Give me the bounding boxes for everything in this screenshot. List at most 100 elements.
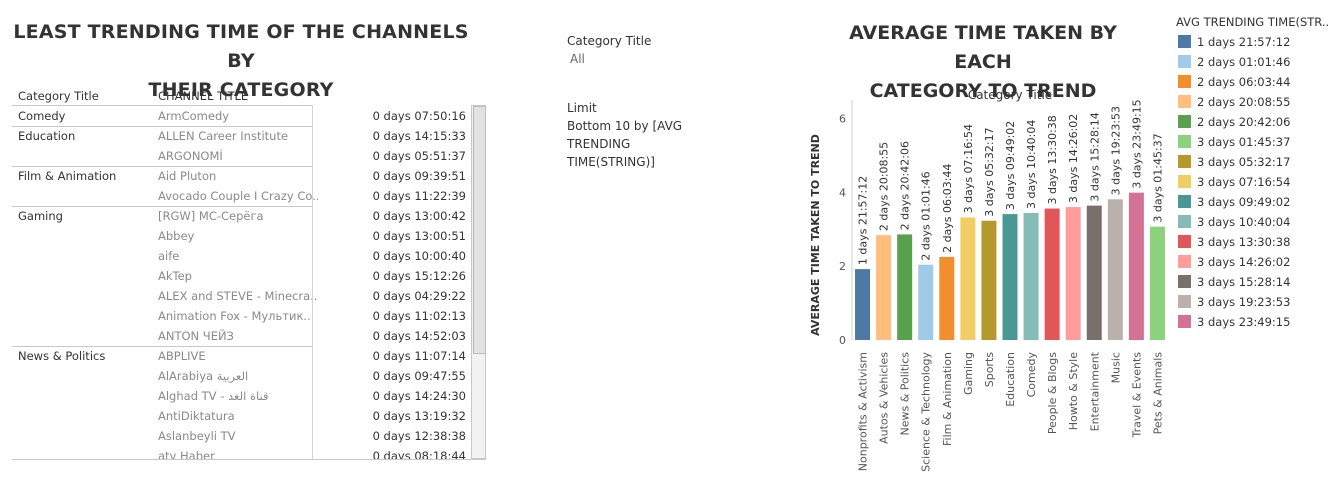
category-cell: Film & Animation xyxy=(18,169,117,183)
table-row[interactable]: AntiDiktatura 0 days 13:19:32 xyxy=(12,406,472,426)
time-cell: 0 days 08:18:44 xyxy=(372,449,466,460)
chart-title-line2: CATEGORY TO TREND xyxy=(869,80,1097,102)
channel-cell: AntiDiktatura xyxy=(158,409,235,423)
channel-cell: aife xyxy=(158,249,180,263)
bar xyxy=(1002,214,1018,340)
x-tick-label: Entertainment xyxy=(1088,351,1101,431)
category-cell: Comedy xyxy=(18,109,66,123)
legend-label: 3 days 10:40:04 xyxy=(1197,215,1291,229)
legend-swatch xyxy=(1178,155,1191,168)
legend-label: 3 days 14:26:02 xyxy=(1197,255,1291,269)
table-row[interactable]: ARGONOMİ 0 days 05:51:37 xyxy=(12,146,472,166)
y-tick-label: 6 xyxy=(839,112,846,125)
table-scrollbar-thumb[interactable] xyxy=(473,106,486,354)
legend-swatch xyxy=(1178,175,1191,188)
bar-data-label: 3 days 14:26:02 xyxy=(1067,114,1080,203)
legend-swatch xyxy=(1178,55,1191,68)
table-title-line2: THEIR CATEGORY xyxy=(148,79,334,101)
y-axis-title: AVERAGE TIME TAKEN TO TREND xyxy=(809,134,822,336)
bar-chart: AVERAGE TIME TAKEN TO TREND 0 2 4 6 1 days 21… xyxy=(809,100,1165,472)
channel-cell: [RGW] MC-Серёга xyxy=(158,209,264,223)
column-header-category[interactable]: Category Title xyxy=(18,89,99,103)
legend-label: 3 days 13:30:38 xyxy=(1197,235,1291,249)
bar xyxy=(1086,205,1102,340)
table-row[interactable]: ALEX and STEVE - Minecra.. 0 days 04:29:2… xyxy=(12,286,472,306)
channel-cell: ANTON ЧЕЙЗ xyxy=(158,329,234,343)
table-row[interactable]: News & Politics ABPLIVE 0 days 11:07:14 xyxy=(12,346,472,366)
table-row[interactable]: Animation Fox - Мультик.. 0 days 11:02:13 xyxy=(12,306,472,326)
legend-swatch xyxy=(1178,135,1191,148)
legend-label: 2 days 01:01:46 xyxy=(1197,55,1291,69)
bar-data-label: 3 days 09:49:02 xyxy=(1004,121,1017,210)
time-cell: 0 days 14:52:03 xyxy=(372,329,466,343)
bar-data-label: 3 days 19:23:53 xyxy=(1109,106,1122,195)
x-tick-label: Travel & Events xyxy=(1130,352,1143,439)
category-cell: News & Politics xyxy=(18,349,106,363)
x-tick-label: Howto & Style xyxy=(1067,352,1080,430)
channel-cell: ARGONOMİ xyxy=(158,149,223,163)
time-cell: 0 days 11:22:39 xyxy=(372,189,466,203)
table-row[interactable]: Comedy ArmComedy 0 days 07:50:16 xyxy=(12,106,472,126)
table-row[interactable]: Education ALLEN Career Institute 0 days 14… xyxy=(12,126,472,146)
channel-cell: AlArabiya العربية xyxy=(158,369,249,383)
table-row[interactable]: Gaming [RGW] MC-Серёга 0 days 13:00:42 xyxy=(12,206,472,226)
column-divider xyxy=(312,105,313,459)
limit-label: Limit xyxy=(567,101,597,115)
group-divider xyxy=(12,166,312,167)
channel-cell: Avocado Couple I Crazy Co.. xyxy=(158,189,318,203)
table-row[interactable]: atv Haber 0 days 08:18:44 xyxy=(12,446,472,460)
channel-cell: Animation Fox - Мультик.. xyxy=(158,309,311,323)
legend-label: 1 days 21:57:12 xyxy=(1197,35,1291,49)
x-tick-label: Sports xyxy=(983,352,996,388)
bar xyxy=(1149,226,1165,340)
table-title-line1: LEAST TRENDING TIME OF THE CHANNELS BY xyxy=(13,21,469,72)
category-filter-value[interactable]: All xyxy=(570,52,585,66)
legend-label: 3 days 05:32:17 xyxy=(1197,155,1291,169)
chart-title: AVERAGE TIME TAKEN BY EACH CATEGORY TO T… xyxy=(818,19,1148,106)
table-row[interactable]: Aslanbeyli TV 0 days 12:38:38 xyxy=(12,426,472,446)
bar xyxy=(1107,199,1123,340)
y-tick-label: 4 xyxy=(839,186,846,199)
x-tick-label: Science & Technology xyxy=(920,352,933,472)
bar xyxy=(1044,208,1060,340)
time-cell: 0 days 13:00:51 xyxy=(372,229,466,243)
table-row[interactable]: AlArabiya العربية 0 days 09:47:55 xyxy=(12,366,472,386)
table-row[interactable]: Abbey 0 days 13:00:51 xyxy=(12,226,472,246)
bar-data-label: 3 days 05:32:17 xyxy=(983,127,996,216)
bar xyxy=(939,256,955,340)
column-header-channel[interactable]: CHANNEL TITLE xyxy=(158,89,249,103)
time-cell: 0 days 11:02:13 xyxy=(372,309,466,323)
table-row[interactable]: ANTON ЧЕЙЗ 0 days 14:52:03 xyxy=(12,326,472,346)
bar xyxy=(876,235,892,340)
x-tick-label: Music xyxy=(1109,352,1122,383)
bar-data-label: 2 days 01:01:46 xyxy=(920,171,933,260)
time-cell: 0 days 04:29:22 xyxy=(372,289,466,303)
table-row[interactable]: aife 0 days 10:00:40 xyxy=(12,246,472,266)
channel-cell: ABPLIVE xyxy=(158,349,206,363)
legend-swatch xyxy=(1178,95,1191,108)
chart-title-line1: AVERAGE TIME TAKEN BY EACH xyxy=(849,22,1117,73)
time-cell: 0 days 15:12:26 xyxy=(372,269,466,283)
limit-value: Bottom 10 by [AVG TRENDING TIME(STRING)] xyxy=(567,119,683,169)
table-row[interactable]: Alghad TV - قناة الغد 0 days 14:24:30 xyxy=(12,386,472,406)
table-row[interactable]: Film & Animation Aid Pluton 0 days 09:39:5… xyxy=(12,166,472,186)
category-cell: Education xyxy=(18,129,76,143)
x-tick-label: Autos & Vehicles xyxy=(878,352,891,444)
bar-data-label: 1 days 21:57:12 xyxy=(857,176,870,265)
time-cell: 0 days 11:07:14 xyxy=(372,349,466,363)
legend-label: 3 days 09:49:02 xyxy=(1197,195,1291,209)
x-tick-label: People & Blogs xyxy=(1046,352,1059,434)
legend-swatch xyxy=(1178,115,1191,128)
time-cell: 0 days 14:15:33 xyxy=(372,129,466,143)
bar xyxy=(1023,212,1039,340)
channel-cell: ArmComedy xyxy=(158,109,230,123)
group-divider xyxy=(12,206,312,207)
legend-swatch xyxy=(1178,255,1191,268)
table-row[interactable]: Avocado Couple I Crazy Co.. 0 days 11:22:… xyxy=(12,186,472,206)
legend-swatch xyxy=(1178,195,1191,208)
legend-title[interactable]: AVG TRENDING TIME(STR.. xyxy=(1176,15,1330,29)
bar-data-label: 3 days 15:28:14 xyxy=(1088,112,1101,201)
legend-label: 3 days 07:16:54 xyxy=(1197,175,1291,189)
channel-cell: ALEX and STEVE - Minecra.. xyxy=(158,289,318,303)
table-row[interactable]: AkTep 0 days 15:12:26 xyxy=(12,266,472,286)
